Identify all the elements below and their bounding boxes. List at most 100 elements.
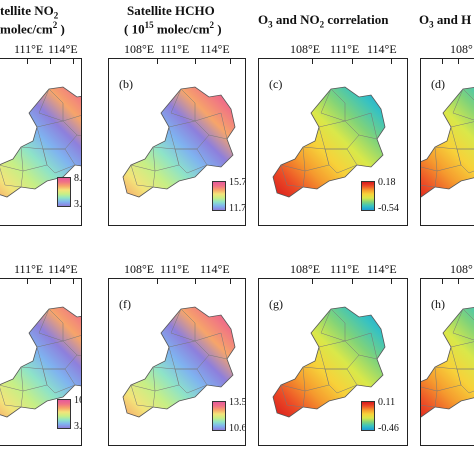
axis-tick (312, 279, 313, 284)
district-boundary (318, 340, 360, 370)
map-svg (272, 306, 386, 418)
colorbar-min-label: -0.46 (378, 423, 399, 434)
title-text: ) (57, 21, 65, 37)
title-text: and NO (272, 12, 320, 27)
axis-tick (391, 279, 392, 284)
tick-label: 114°E (200, 42, 230, 56)
district-boundary (452, 88, 474, 121)
axis-tick (50, 59, 51, 64)
axis-tick (50, 279, 51, 284)
colorbar (212, 401, 226, 431)
title-subscript: 3 (429, 19, 434, 30)
tick-label: 108° (450, 262, 473, 276)
title-text: ) (214, 21, 222, 37)
colorbar (361, 181, 375, 211)
axis-tick (230, 279, 231, 284)
district-boundary (62, 335, 81, 357)
district-boundary (450, 341, 474, 370)
map-svg (272, 86, 386, 198)
tick-label: 108°E (124, 262, 155, 276)
panel-label: (d) (431, 77, 445, 91)
colorbar-max-label: 8.91 (74, 173, 82, 184)
district-boundary (0, 384, 24, 408)
title-subscript: 3 (268, 19, 273, 30)
province-region (122, 86, 236, 198)
district-boundary (318, 120, 360, 150)
district-boundary (168, 340, 210, 370)
district-boundary (324, 368, 358, 394)
district-boundary (174, 368, 208, 394)
district-boundary (344, 332, 378, 360)
title-superscript: 15 (144, 20, 154, 30)
title-subscript: 2 (319, 19, 325, 30)
title-satellite-no2: tellite NO2 (0, 3, 58, 21)
map-panel-a: 8.91 3.32 (0, 58, 82, 226)
tick-label: 108°E (290, 42, 321, 56)
axis-tick (352, 59, 353, 64)
title-satellite-hcho: Satellite HCHO (127, 3, 215, 19)
district-boundary (194, 112, 228, 140)
district-boundary (320, 308, 346, 342)
province-region (421, 307, 474, 418)
axis-tick (73, 279, 74, 284)
district-boundary (130, 164, 156, 188)
tick-label: 108° (450, 42, 473, 56)
map-panel-d: (d) (420, 58, 474, 226)
district-boundary (456, 148, 474, 174)
axis-tick (458, 59, 459, 64)
panel-label: (h) (431, 297, 445, 311)
map-panel-g: (g) 0.11 -0.46 (258, 278, 408, 446)
district-boundary (324, 148, 358, 174)
colorbar-max-label: 0.11 (378, 397, 396, 408)
map-svg (421, 87, 474, 198)
axis-tick (391, 59, 392, 64)
district-boundary (280, 164, 306, 188)
tick-label: 114°E (48, 42, 78, 56)
district-boundary (344, 112, 378, 140)
district-boundary (62, 115, 81, 137)
title-text: molec/cm (153, 21, 210, 37)
colorbar-min-label: 3.51 (74, 421, 82, 432)
axis-tick (230, 59, 231, 64)
district-boundary (42, 148, 76, 174)
colorbar-max-label: 16.95 (74, 395, 81, 406)
title-o3-hcho: O3 and H (419, 12, 471, 30)
province-region (272, 86, 386, 198)
district-boundary (38, 88, 64, 122)
tick-label: 111°E (160, 262, 190, 276)
district-boundary (36, 120, 78, 150)
district-boundary (194, 332, 228, 360)
tick-label: 114°E (48, 262, 78, 276)
map-panel-c: (c) 0.18 -0.54 (258, 58, 408, 226)
map-svg (122, 86, 236, 198)
title-superscript: 2 (52, 20, 58, 30)
province-region (0, 306, 81, 418)
title-no2-units: molec/cm2 ) (0, 20, 65, 37)
title-subscript: 2 (53, 10, 59, 21)
colorbar (212, 181, 226, 211)
district-boundary (168, 120, 210, 150)
district-boundary (421, 166, 438, 188)
axis-tick (157, 279, 158, 284)
colorbar-min-label: 3.32 (74, 199, 82, 210)
title-text: O (419, 12, 430, 27)
title-text: Satellite HCHO (127, 3, 215, 18)
district-boundary (320, 88, 346, 122)
axis-tick (352, 279, 353, 284)
map-svg (0, 86, 81, 198)
tick-label: 114°E (200, 262, 230, 276)
district-boundary (452, 308, 474, 341)
district-boundary (38, 308, 64, 342)
axis-tick (27, 279, 28, 284)
title-superscript: 2 (209, 20, 215, 30)
province-region (272, 306, 386, 418)
province-region (421, 87, 474, 198)
map-panel-b: (b) 15.72 11.73 (108, 58, 246, 226)
tick-label: 111°E (14, 42, 44, 56)
tick-label: 114°E (367, 262, 397, 276)
panel-label: (c) (269, 77, 283, 91)
tick-label: 114°E (367, 42, 397, 56)
title-text: tellite NO (0, 3, 54, 18)
tick-label: 111°E (330, 42, 360, 56)
tick-label: 111°E (14, 262, 44, 276)
